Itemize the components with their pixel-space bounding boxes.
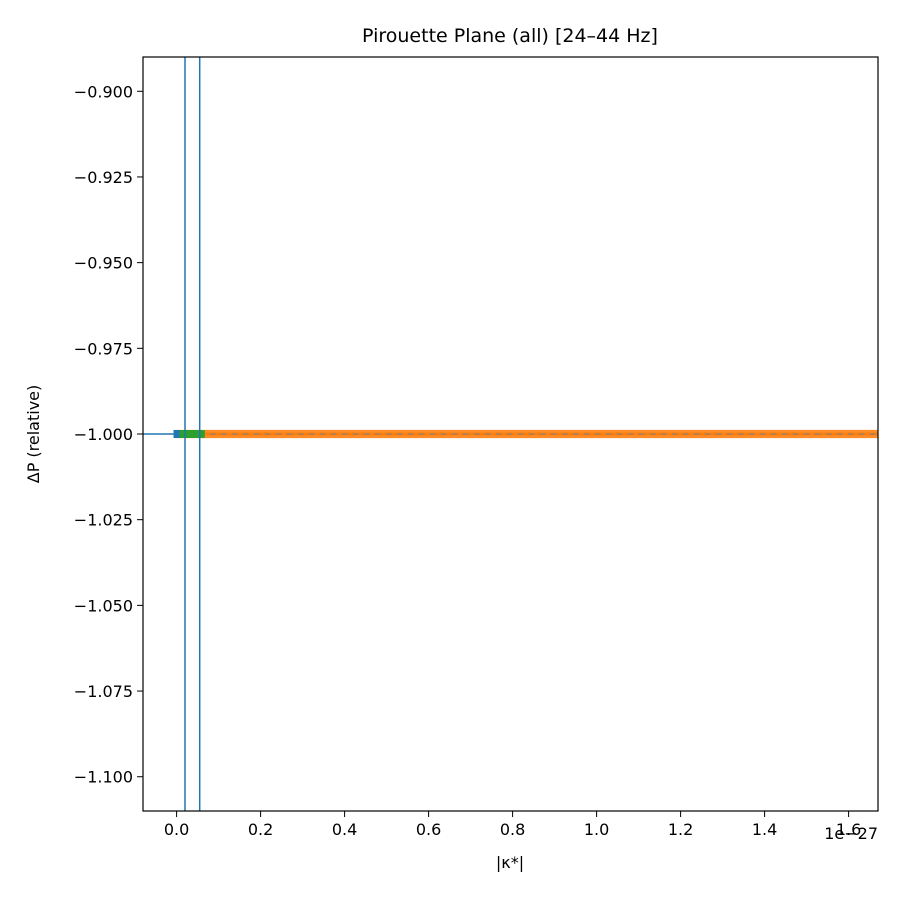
x-tick-label: 0.4 [332,820,357,839]
y-tick-label: −1.100 [74,768,133,787]
x-tick-label: 1.6 [836,820,861,839]
series-green-point [177,430,184,438]
y-tick-label: −1.050 [74,596,133,615]
x-tick-label: 0.6 [416,820,441,839]
x-tick-label: 0.2 [248,820,273,839]
y-tick-label: −0.950 [74,254,133,273]
y-tick-label: −0.900 [74,82,133,101]
x-tick-label: 1.2 [668,820,693,839]
chart-title: Pirouette Plane (all) [24–44 Hz] [362,25,658,47]
y-axis-label: ΔP (relative) [24,385,43,484]
y-tick-label: −0.975 [74,339,133,358]
y-tick-label: −1.000 [74,425,133,444]
y-axis: −0.900 −0.925 −0.950 −0.975 −1.000 −1.025 −1.0… [74,82,143,787]
x-tick-label: 0.0 [164,820,189,839]
y-tick-label: −0.925 [74,168,133,187]
x-axis: 0.0 0.2 0.4 0.6 0.8 1.0 1.2 1.4 1.6 [164,811,861,839]
x-tick-label: 0.8 [500,820,525,839]
series-blue-point [173,430,180,438]
x-tick-label: 1.4 [752,820,777,839]
series-green-point [190,430,197,438]
series-green-point [186,430,193,438]
series-green-point [198,430,205,438]
x-axis-label: |κ*| [496,853,524,872]
x-offset-label: 1e−27 [824,824,878,843]
y-tick-label: −1.075 [74,682,133,701]
x-tick-label: 1.0 [584,820,609,839]
series-green-point [194,430,201,438]
y-tick-label: −1.025 [74,511,133,530]
